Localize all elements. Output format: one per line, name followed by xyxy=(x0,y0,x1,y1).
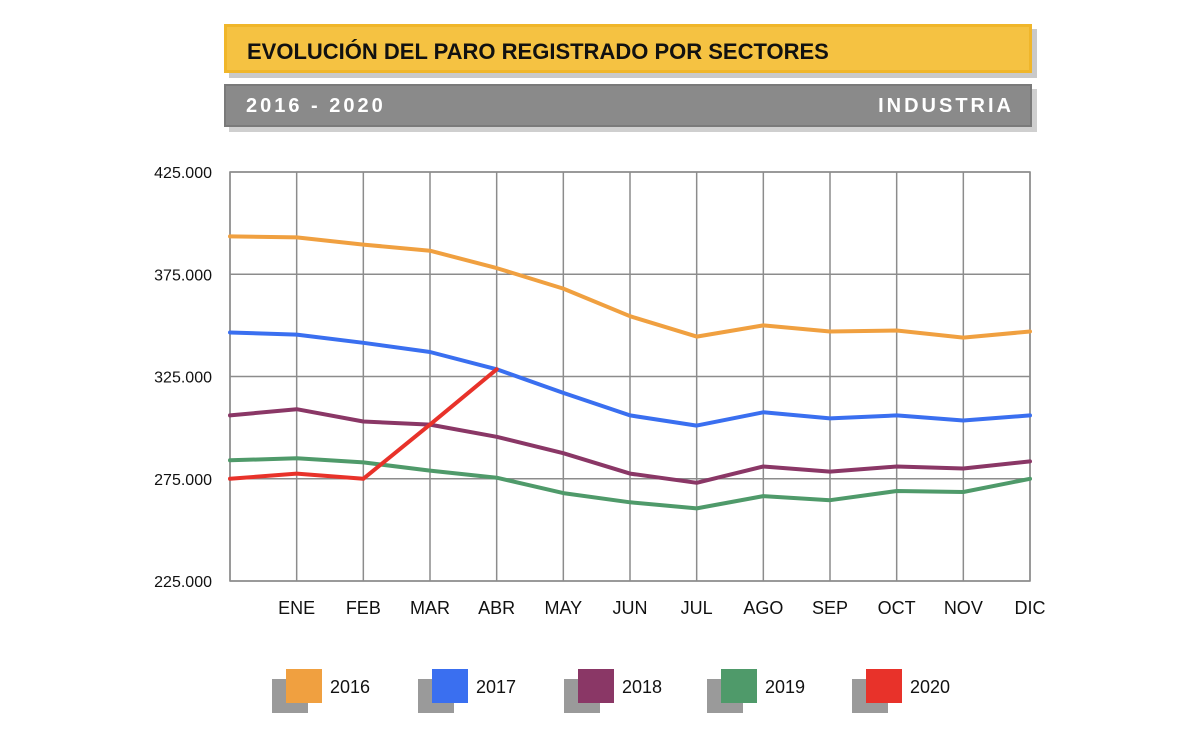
legend-swatch xyxy=(866,669,902,703)
x-tick-label: SEP xyxy=(812,598,848,618)
y-tick-label: 225.000 xyxy=(154,574,212,591)
x-tick-label: JUN xyxy=(613,598,648,618)
y-tick-label: 425.000 xyxy=(154,165,212,182)
legend-label: 2020 xyxy=(910,677,951,697)
period-label: 2016 - 2020 xyxy=(246,95,386,117)
series-line-2018 xyxy=(228,407,1032,485)
title-banner: EVOLUCIÓN DEL PARO REGISTRADO POR SECTOR… xyxy=(224,24,1032,73)
legend-swatch xyxy=(286,669,322,703)
sector-label: INDUSTRIA xyxy=(878,95,1014,117)
legend-label: 2018 xyxy=(622,677,663,697)
x-tick-label: DIC xyxy=(1015,598,1046,618)
legend-swatch xyxy=(432,669,468,703)
legend-label: 2017 xyxy=(476,677,517,697)
x-tick-label: AGO xyxy=(743,598,783,618)
series-line-2016 xyxy=(228,234,1032,340)
x-tick-label: MAR xyxy=(410,598,450,618)
y-tick-label: 275.000 xyxy=(154,472,212,489)
subtitle-banner: 2016 - 2020 INDUSTRIA xyxy=(224,84,1032,127)
series-line-2020 xyxy=(228,367,499,481)
y-tick-label: 325.000 xyxy=(154,370,212,387)
legend-swatch xyxy=(721,669,757,703)
series-line-2019 xyxy=(228,456,1032,511)
x-tick-label: FEB xyxy=(346,598,381,618)
x-tick-label: OCT xyxy=(878,598,916,618)
legend-label: 2019 xyxy=(765,677,806,697)
legend: 2016 2017 2018 2019 2020 xyxy=(0,665,1200,725)
legend-label: 2016 xyxy=(330,677,371,697)
x-tick-label: NOV xyxy=(944,598,983,618)
y-tick-label: 375.000 xyxy=(154,267,212,284)
x-tick-label: ABR xyxy=(478,598,515,618)
series-line-2017 xyxy=(228,330,1032,428)
x-tick-label: ENE xyxy=(278,598,315,618)
x-tick-label: JUL xyxy=(681,598,713,618)
legend-swatch xyxy=(578,669,614,703)
x-tick-label: MAY xyxy=(544,598,582,618)
chart-title: EVOLUCIÓN DEL PARO REGISTRADO POR SECTOR… xyxy=(247,39,829,64)
